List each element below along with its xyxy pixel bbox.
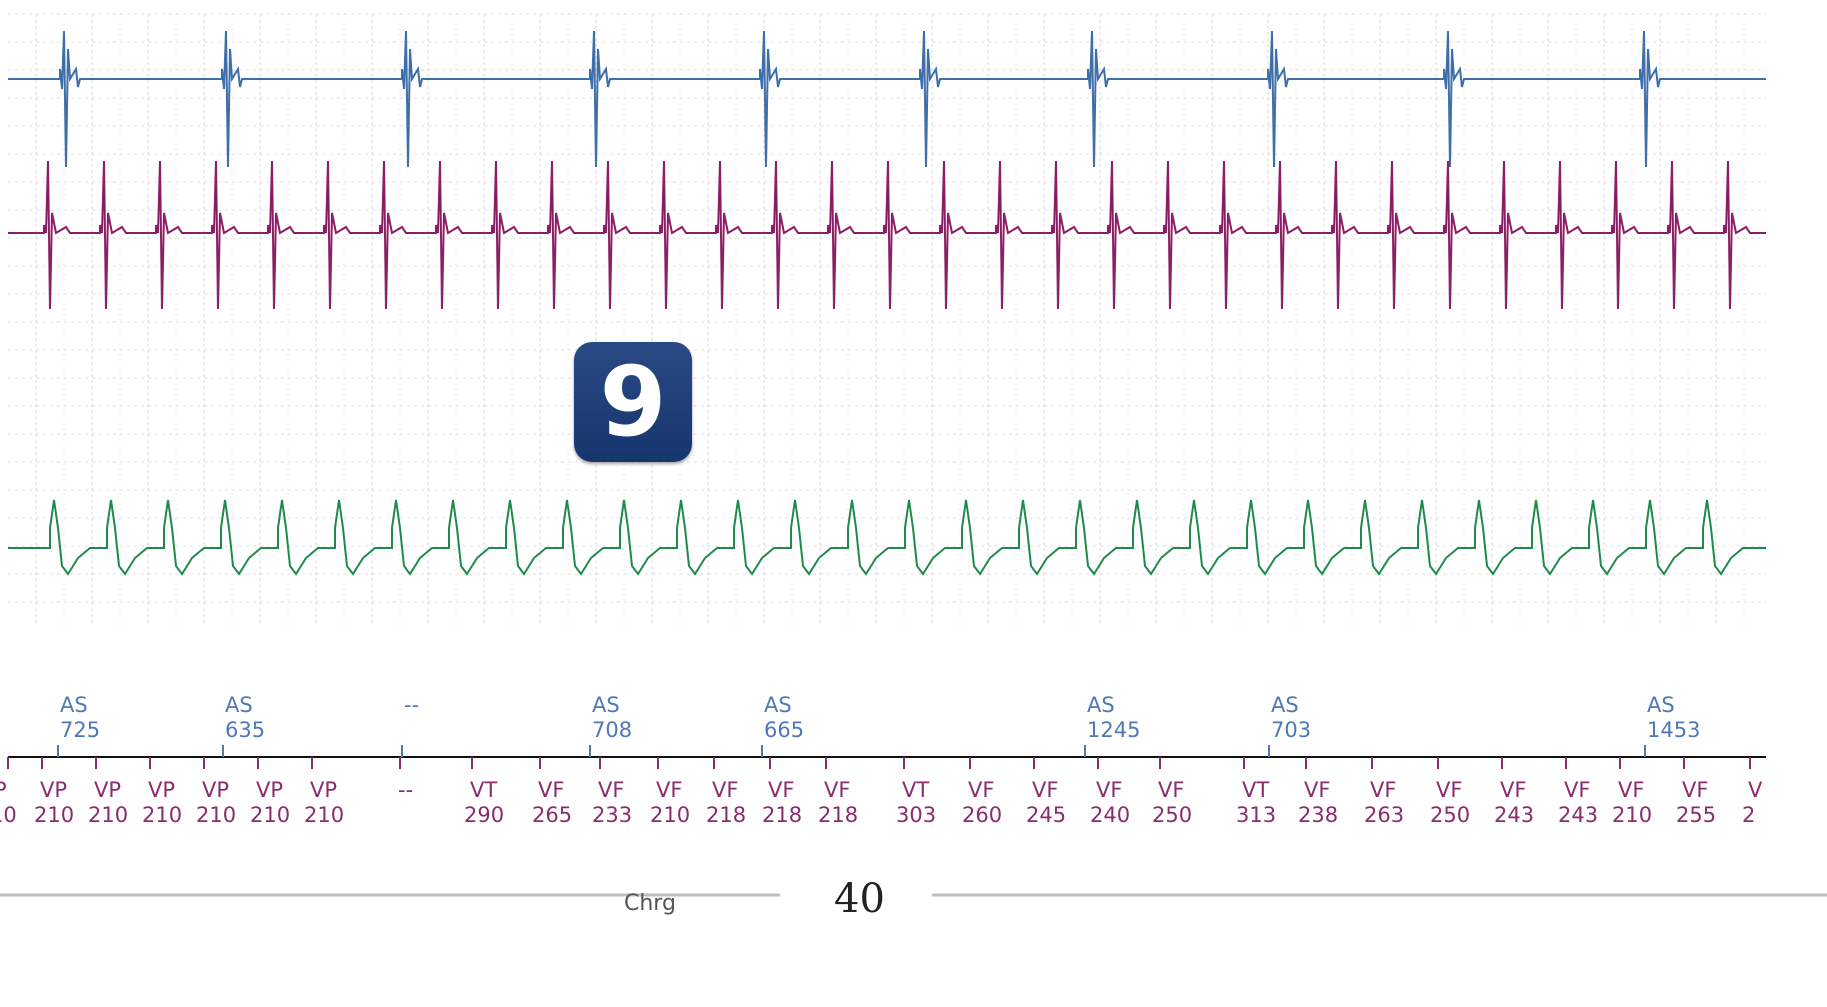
ventricular-marker-interval: 2 [1742,803,1755,827]
ventricular-marker-label: VF [1370,778,1396,802]
ventricular-marker-interval: 250 [1430,803,1470,827]
atrial-egm-trace [8,30,1766,168]
charge-label: Chrg [624,891,676,916]
ventricular-marker-label: VF [1096,778,1122,802]
ventricular-marker-interval: 265 [532,803,572,827]
ventricular-marker-label: VP [94,778,121,802]
ventricular-marker-interval: 233 [592,803,632,827]
ventricular-marker-interval: 10 [0,803,17,827]
atrial-marker-interval: 1245 [1087,718,1140,742]
ventricular-marker-label: VF [656,778,682,802]
ventricular-marker-label: VF [538,778,564,802]
ventricular-marker-label: VT [1242,778,1269,802]
ventricular-marker-interval: 210 [650,803,690,827]
ventricular-marker-label: VF [968,778,994,802]
ventricular-marker-interval: 210 [88,803,128,827]
ventricular-marker-interval: 243 [1558,803,1598,827]
ventricular-marker-label: VF [1618,778,1644,802]
ventricular-marker-interval: 218 [762,803,802,827]
ventricular-marker-label: VF [1682,778,1708,802]
ventricular-marker-interval: 243 [1494,803,1534,827]
ventricular-marker-label: VF [1304,778,1330,802]
atrial-marker-label: AS [1087,693,1115,717]
ventricular-marker-interval: 303 [896,803,936,827]
ventricular-marker-label: VP [202,778,229,802]
ventricular-marker-interval: 238 [1298,803,1338,827]
ventricular-marker-interval: 210 [34,803,74,827]
ventricular-marker-label: VT [902,778,929,802]
ventricular-marker-label: VF [712,778,738,802]
ventricular-marker-interval: 210 [1612,803,1652,827]
atrial-marker-label: AS [1271,693,1299,717]
ventricular-marker-label: VF [824,778,850,802]
ventricular-marker-interval: 260 [962,803,1002,827]
figure-number-badge: 9 [574,342,692,462]
ventricular-marker-interval: 218 [706,803,746,827]
atrial-marker-interval: 1453 [1647,718,1700,742]
ventricular-marker-interval: 240 [1090,803,1130,827]
ventricular-marker-label: VP [256,778,283,802]
ventricular-marker-label: P [0,778,7,802]
ventricular-marker-row: P10VP210VP210VP210VP210VP210VP210--VT290… [0,757,1763,827]
atrial-marker-interval: 665 [764,718,804,742]
ventricular-marker-label: VP [148,778,175,802]
atrial-marker-interval: 635 [225,718,265,742]
atrial-marker-label: AS [225,693,253,717]
atrial-marker-label: AS [1647,693,1675,717]
atrial-marker-label: -- [404,693,419,717]
ventricular-marker-interval: 210 [304,803,344,827]
ventricular-marker-interval: 245 [1026,803,1066,827]
shock-egm-trace [8,499,1766,576]
egm-grid [8,13,1766,626]
ventricular-marker-label: VF [598,778,624,802]
ventricular-marker-label: VF [768,778,794,802]
ventricular-marker-interval: 255 [1676,803,1716,827]
ventricular-marker-label: VP [310,778,337,802]
ventricular-marker-interval: 290 [464,803,504,827]
ventricular-marker-interval: 313 [1236,803,1276,827]
ventricular-marker-interval: 263 [1364,803,1404,827]
ventricular-marker-label: VF [1436,778,1462,802]
ventricular-marker-label: VF [1158,778,1184,802]
ventricular-marker-interval: 250 [1152,803,1192,827]
ventricular-marker-label: VT [470,778,497,802]
ventricular-marker-interval: 218 [818,803,858,827]
ventricular-marker-label: VP [40,778,67,802]
ventricular-marker-label: V [1748,778,1763,802]
atrial-marker-label: AS [764,693,792,717]
ventricular-marker-label: VF [1500,778,1526,802]
ventricular-marker-label: VF [1032,778,1058,802]
atrial-marker-label: AS [592,693,620,717]
page-number: 40 [834,876,885,922]
ventricular-marker-interval: 210 [196,803,236,827]
atrial-marker-interval: 708 [592,718,632,742]
atrial-marker-label: AS [60,693,88,717]
ventricular-marker-label: VF [1564,778,1590,802]
ventricular-egm-trace [8,160,1766,310]
ventricular-marker-label: -- [398,778,413,802]
ventricular-marker-interval: 210 [142,803,182,827]
atrial-marker-interval: 725 [60,718,100,742]
ventricular-marker-interval: 210 [250,803,290,827]
atrial-marker-interval: 703 [1271,718,1311,742]
